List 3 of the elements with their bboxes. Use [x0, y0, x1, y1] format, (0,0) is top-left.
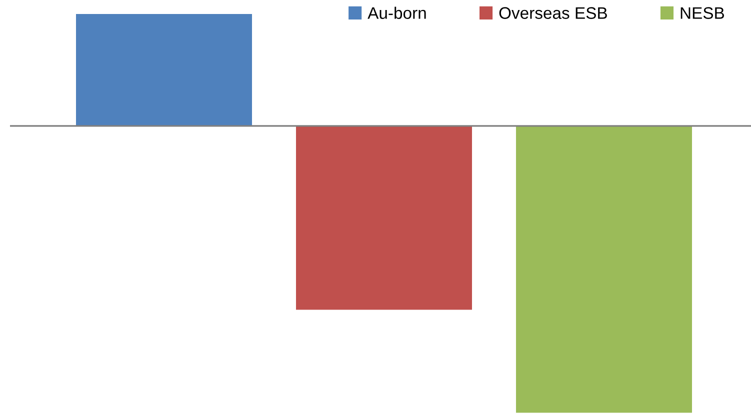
legend-label: NESB: [680, 7, 724, 19]
legend-label: Au-born: [368, 6, 426, 19]
legend-label: Overseas ESB: [499, 7, 607, 19]
